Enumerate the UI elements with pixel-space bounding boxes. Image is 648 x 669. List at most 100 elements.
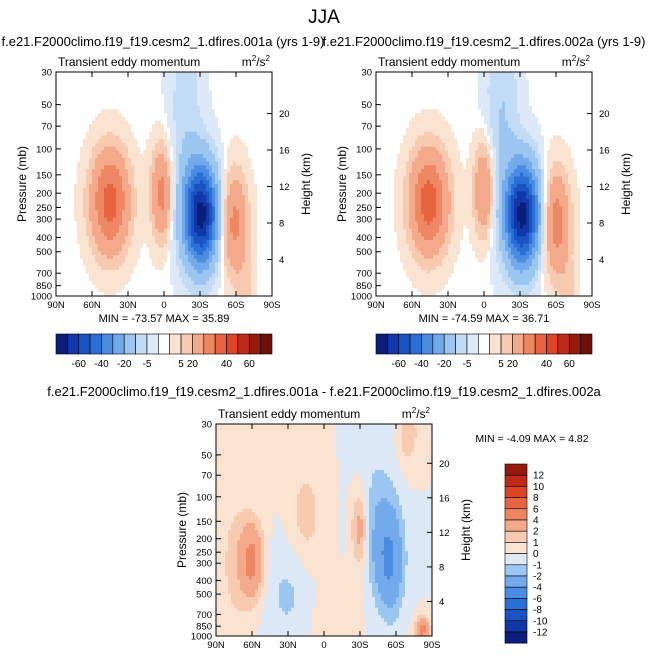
- field-cell: [161, 139, 165, 144]
- field-cell: [197, 243, 201, 249]
- field-cell: [80, 251, 84, 256]
- field-cell: [260, 128, 264, 133]
- field-cell: [167, 113, 171, 118]
- field-cell: [233, 128, 237, 133]
- field-cell: [113, 161, 117, 166]
- field-cell: [59, 228, 63, 234]
- field-cell: [125, 184, 129, 189]
- field-cell: [59, 266, 63, 271]
- field-cell: [104, 135, 108, 140]
- field-cell: [104, 251, 108, 256]
- field-cell: [212, 83, 216, 88]
- field-cell: [266, 258, 270, 263]
- field-cell: [215, 83, 219, 88]
- field-cell: [227, 172, 231, 178]
- field-cell: [173, 113, 177, 118]
- field-cell: [158, 161, 162, 166]
- field-cell: [98, 113, 102, 118]
- field-cell: [65, 161, 69, 166]
- field-cell: [113, 254, 117, 260]
- field-cell: [104, 187, 108, 193]
- field-cell: [86, 124, 90, 129]
- field-cell: [194, 161, 198, 166]
- field-cell: [59, 273, 63, 278]
- field-cell: [86, 184, 90, 189]
- field-cell: [176, 258, 180, 263]
- field-cell: [263, 90, 267, 95]
- field-cell: [251, 195, 255, 200]
- field-cell: [164, 109, 168, 114]
- field-cell: [59, 202, 63, 207]
- field-cell: [191, 187, 195, 193]
- field-cell: [116, 128, 120, 133]
- field-cell: [137, 258, 141, 263]
- field-cell: [194, 198, 198, 204]
- field-cell: [146, 154, 150, 159]
- field-cell: [221, 273, 225, 278]
- field-cell: [62, 258, 66, 263]
- field-cell: [179, 98, 183, 103]
- field-cell: [80, 217, 84, 222]
- field-cell: [59, 79, 63, 84]
- field-cell: [128, 120, 132, 125]
- field-cell: [125, 269, 129, 275]
- field-cell: [140, 113, 144, 118]
- field-cell: [110, 83, 114, 88]
- field-cell: [182, 232, 186, 237]
- field-cell: [143, 243, 147, 249]
- field-cell: [236, 217, 240, 222]
- field-cell: [110, 281, 114, 286]
- field-cell: [149, 236, 153, 241]
- field-cell: [143, 176, 147, 181]
- field-cell: [65, 86, 69, 92]
- field-cell: [203, 273, 207, 278]
- field-cell: [149, 83, 153, 88]
- field-cell: [119, 202, 123, 207]
- field-cell: [197, 187, 201, 193]
- field-cell: [152, 221, 156, 226]
- field-cell: [83, 131, 87, 137]
- field-cell: [164, 251, 168, 256]
- field-cell: [128, 243, 132, 249]
- field-cell: [245, 210, 249, 215]
- field-cell: [176, 75, 180, 81]
- field-cell: [143, 228, 147, 234]
- field-cell: [113, 221, 117, 226]
- field-cell: [173, 180, 177, 185]
- field-cell: [242, 109, 246, 114]
- field-cell: [146, 210, 150, 215]
- field-cell: [215, 277, 219, 282]
- field-cell: [167, 142, 171, 148]
- field-cell: [197, 254, 201, 260]
- field-cell: [125, 198, 129, 204]
- field-cell: [122, 236, 126, 241]
- field-cell: [239, 172, 243, 178]
- field-cell: [209, 228, 213, 234]
- field-cell: [167, 150, 171, 155]
- field-cell: [134, 217, 138, 222]
- field-cell: [131, 139, 135, 144]
- field-cell: [254, 176, 258, 181]
- field-cell: [239, 169, 243, 174]
- field-cell: [107, 124, 111, 129]
- field-cell: [86, 75, 90, 81]
- panel-2: f.e21.F2000climo.f19_f19.cesm2_1.dfires.…: [322, 34, 645, 325]
- field-cell: [266, 247, 270, 252]
- field-cell: [263, 221, 267, 226]
- field-cell: [230, 161, 234, 166]
- field-cell: [167, 277, 171, 282]
- field-cell: [191, 146, 195, 151]
- field-cell: [140, 165, 144, 170]
- field-cell: [230, 213, 234, 219]
- field-cell: [59, 94, 63, 99]
- field-cell: [266, 120, 270, 125]
- field-cell: [212, 113, 216, 118]
- stats-text: MIN = -73.57 MAX = 35.89: [99, 313, 230, 325]
- field-cell: [218, 262, 222, 267]
- field-cell: [140, 72, 144, 77]
- field-cell: [65, 221, 69, 226]
- field-cell: [143, 236, 147, 241]
- field-cell: [233, 269, 237, 275]
- field-cell: [113, 86, 117, 92]
- field-cell: [248, 146, 252, 151]
